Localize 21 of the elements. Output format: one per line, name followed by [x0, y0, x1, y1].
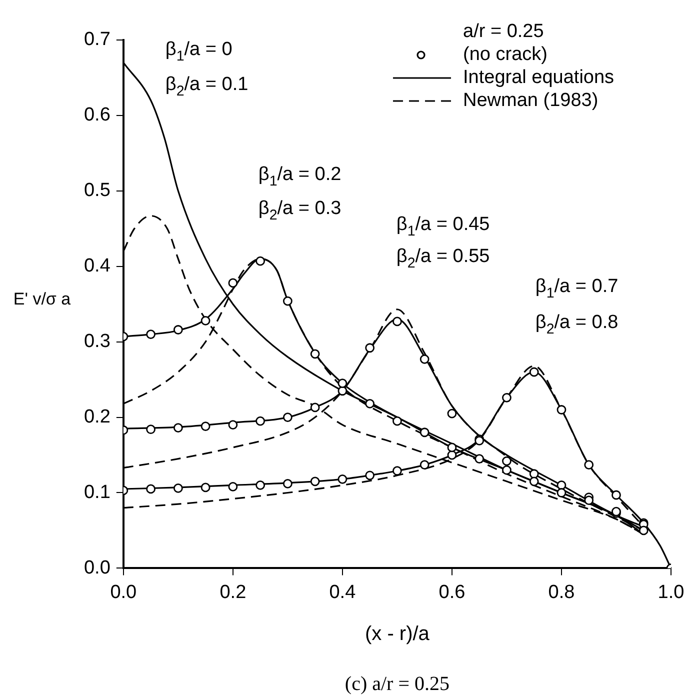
y-tick-label: 0.5: [84, 180, 110, 202]
x-tick-label: 1.0: [658, 582, 684, 603]
legend-label: (no crack): [463, 44, 548, 66]
legend-label: Newman (1983): [463, 90, 598, 112]
y-tick-label: 0.2: [84, 406, 110, 428]
x-tick-label: 0.0: [110, 582, 137, 603]
legend-label: Integral equations: [463, 67, 614, 88]
y-tick-label: 0.3: [84, 331, 110, 352]
x-axis-title: (x - r)/a: [364, 623, 430, 645]
x-tick-label: 0.2: [220, 582, 246, 603]
legend-title: a/r = 0.25: [463, 21, 544, 42]
y-tick-label: 0.6: [84, 104, 110, 126]
x-tick-label: 0.6: [438, 582, 466, 603]
x-tick-label: 0.4: [329, 582, 356, 603]
y-axis-title: E' v/σ a: [13, 290, 72, 309]
y-tick-label: 0.7: [84, 29, 110, 50]
y-tick-label: 0.1: [84, 482, 110, 503]
y-tick-label: 0.4: [84, 256, 111, 277]
text: (c) a/r = 0.25: [344, 673, 450, 695]
y-tick-label: 0.0: [84, 557, 110, 578]
x-tick-label: 0.8: [548, 582, 575, 603]
